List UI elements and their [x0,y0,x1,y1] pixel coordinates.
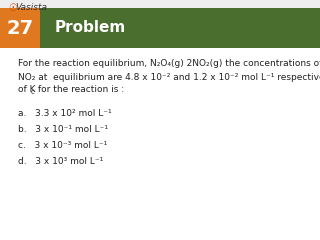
Text: Problem: Problem [55,20,126,36]
Text: c.   3 x 10⁻³ mol L⁻¹: c. 3 x 10⁻³ mol L⁻¹ [18,140,107,150]
Text: a.   3.3 x 10² mol L⁻¹: a. 3.3 x 10² mol L⁻¹ [18,108,112,118]
Text: for the reaction is :: for the reaction is : [35,85,124,95]
FancyBboxPatch shape [0,48,320,240]
FancyBboxPatch shape [0,8,40,48]
Text: d.   3 x 10³ mol L⁻¹: d. 3 x 10³ mol L⁻¹ [18,156,103,166]
Text: b.   3 x 10⁻¹ mol L⁻¹: b. 3 x 10⁻¹ mol L⁻¹ [18,125,108,133]
FancyBboxPatch shape [40,8,320,48]
Text: Vasista: Vasista [15,4,47,12]
Text: ☉: ☉ [8,3,17,13]
Text: 27: 27 [6,18,34,37]
Text: of K: of K [18,85,36,95]
Text: NO₂ at  equilibrium are 4.8 x 10⁻² and 1.2 x 10⁻² mol L⁻¹ respectively. The valu: NO₂ at equilibrium are 4.8 x 10⁻² and 1.… [18,72,320,82]
Text: c: c [31,89,35,95]
Text: For the reaction equilibrium, N₂O₄(g) 2NO₂(g) the concentrations of N₂O₄ and: For the reaction equilibrium, N₂O₄(g) 2N… [18,60,320,68]
